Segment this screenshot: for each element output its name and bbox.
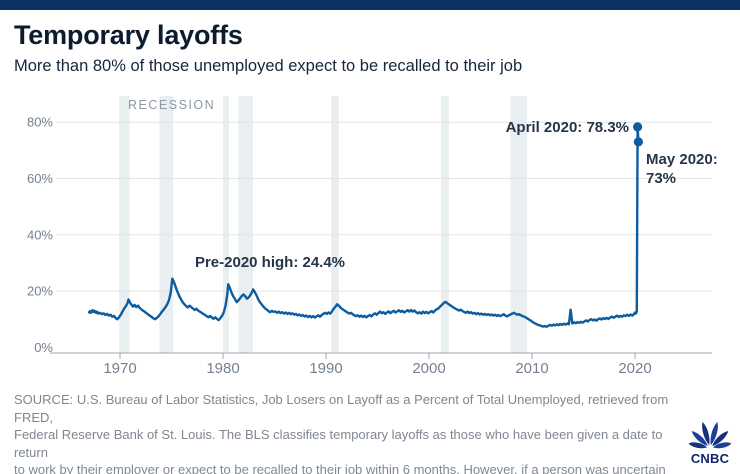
svg-text:2020: 2020 [618, 360, 651, 377]
peacock-icon [688, 422, 732, 449]
annotation-may-2020-line2: 73% [646, 170, 676, 187]
line-chart: 80% 60% 40% 20% 0% 1970 1980 1990 2000 2010 2020 R… [27, 96, 718, 377]
page-title: Temporary layoffs [14, 20, 243, 50]
svg-text:2010: 2010 [515, 360, 548, 377]
cnbc-logo: CNBC [684, 419, 736, 466]
svg-text:0%: 0% [34, 340, 53, 355]
gridlines [56, 121, 712, 292]
source-line: to work by their employer or expect to b… [14, 462, 666, 474]
recession-bands [119, 96, 527, 353]
svg-text:80%: 80% [27, 115, 53, 130]
top-accent-bar [0, 0, 740, 10]
cnbc-logo-text: CNBC [690, 451, 730, 466]
axis-labels: 80% 60% 40% 20% 0% 1970 1980 1990 2000 2010 2020 [27, 115, 652, 377]
source-note: SOURCE: U.S. Bureau of Labor Statistics,… [14, 391, 676, 474]
data-point-markers [633, 122, 644, 147]
data-line [87, 125, 640, 328]
recession-label: RECESSION [128, 98, 215, 112]
svg-text:1980: 1980 [206, 360, 239, 377]
axes [50, 352, 712, 359]
chart-area: 80% 60% 40% 20% 0% 1970 1980 1990 2000 2010 2020 R… [0, 88, 740, 398]
annotation-april-2020: April 2020: 78.3% [506, 119, 629, 136]
svg-text:2000: 2000 [412, 360, 445, 377]
source-line: SOURCE: U.S. Bureau of Labor Statistics,… [14, 392, 669, 425]
source-line: Federal Reserve Bank of St. Louis. The B… [14, 427, 663, 460]
annotation-pre2020-high: Pre-2020 high: 24.4% [195, 254, 345, 271]
svg-text:60%: 60% [27, 171, 53, 186]
svg-text:20%: 20% [27, 284, 53, 299]
annotation-may-2020-line1: May 2020: [646, 151, 718, 168]
svg-text:1990: 1990 [309, 360, 342, 377]
svg-text:40%: 40% [27, 227, 53, 242]
svg-text:1970: 1970 [103, 360, 136, 377]
page-subtitle: More than 80% of those unemployed expect… [14, 57, 523, 75]
